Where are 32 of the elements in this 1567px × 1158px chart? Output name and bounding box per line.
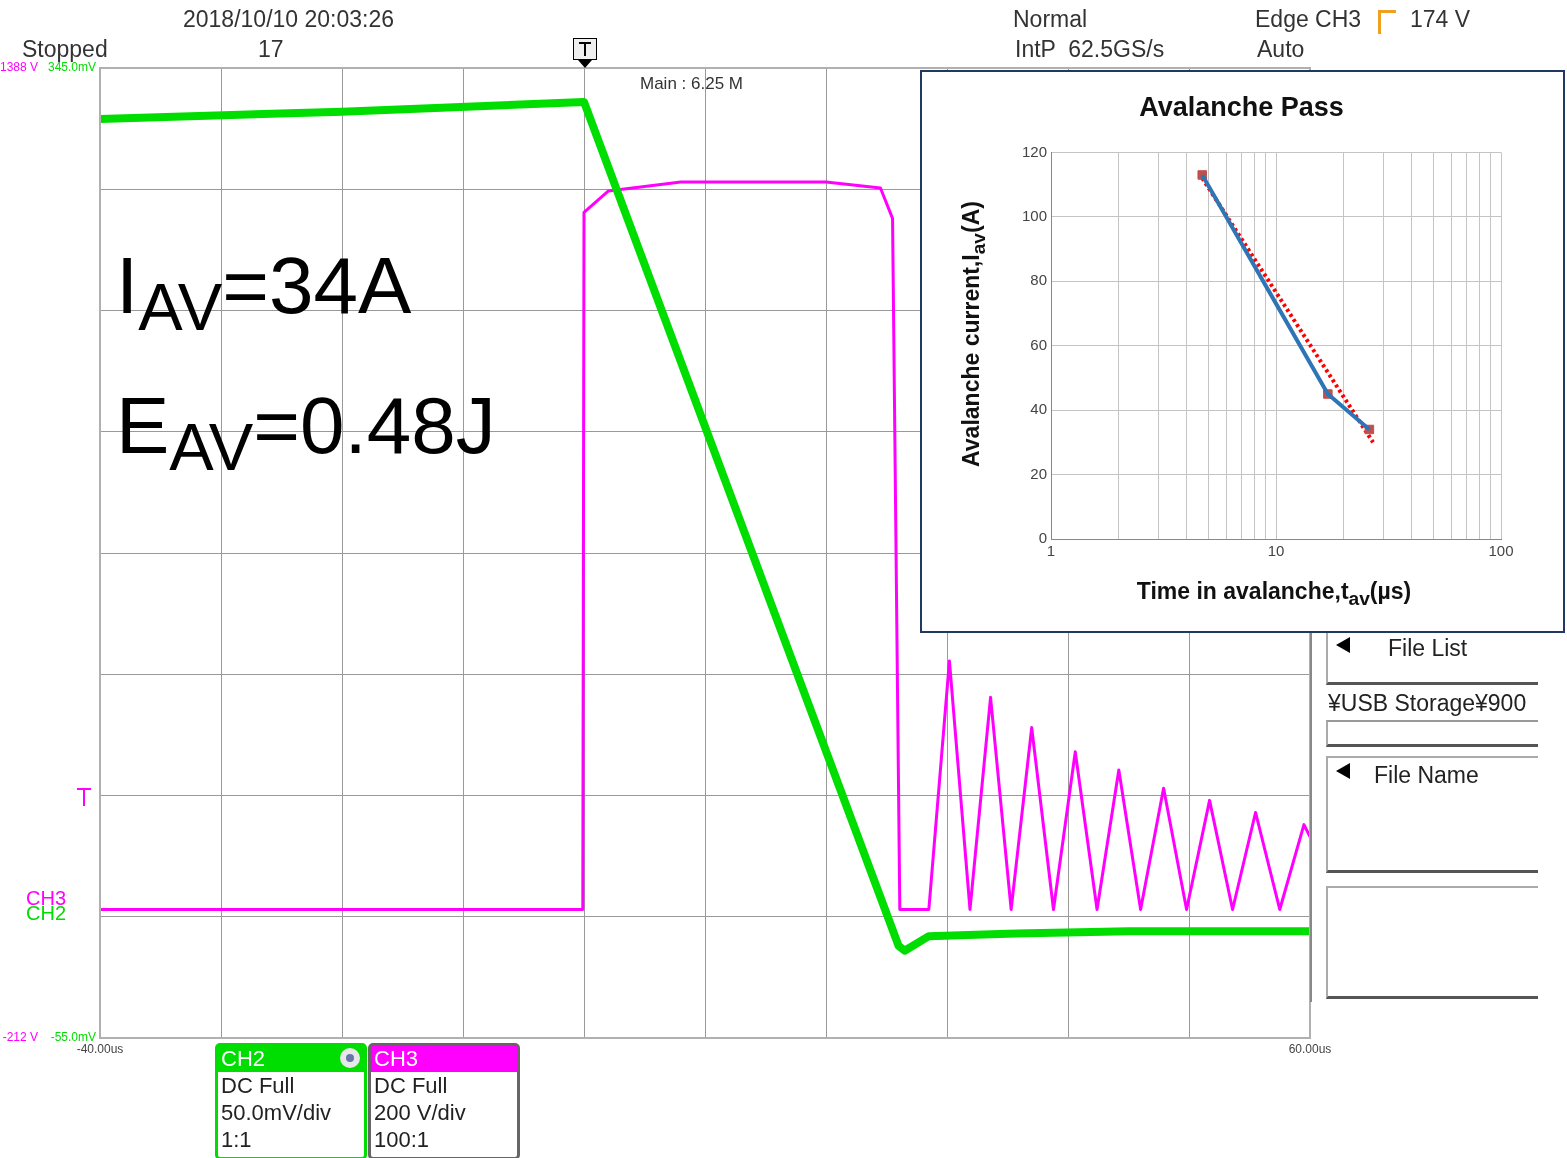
text: IntP 62.5GS/s <box>1015 36 1165 63</box>
text: DC Full 50.0mV/div 1:1 <box>220 1072 333 1153</box>
text: DC Full 200 V/div 100:1 <box>373 1072 467 1153</box>
y-tick-label: 100 <box>1021 206 1047 224</box>
annotation: I$_{AV}$=34A <box>116 240 412 345</box>
x-tick-label: 60.00us <box>1288 1041 1332 1056</box>
x-axis-title: Time in avalanche,t$_{av}$(µs) <box>1136 578 1412 610</box>
y2-tick-label: -212 V <box>2 1030 38 1045</box>
y-tick-label: 20 <box>1030 464 1047 482</box>
annotation: E$_{AV}$=0.48J <box>116 380 496 485</box>
text: Normal <box>1013 6 1088 33</box>
text: Edge CH3 <box>1255 6 1362 33</box>
x-tick-label: 1 <box>1046 542 1056 560</box>
x-tick-label: 10 <box>1267 542 1285 560</box>
x-tick-label: 100 <box>1488 542 1514 560</box>
text: 17 <box>258 36 284 63</box>
text: CH3 <box>374 1046 419 1071</box>
y2-tick-label: 1388 V <box>0 60 38 75</box>
text: 174 V <box>1410 6 1471 33</box>
text: CH2 <box>218 1046 364 1072</box>
y-tick-label: 60 <box>1030 335 1047 353</box>
y-tick-label: 80 <box>1030 271 1047 289</box>
text: Auto <box>1257 36 1305 63</box>
text: 2018/10/10 20:03:26 <box>183 6 395 33</box>
text: Stopped <box>22 36 108 63</box>
y-tick-label: 40 <box>1030 400 1047 418</box>
text: ¥USB Storage¥900 <box>1328 690 1527 717</box>
y-tick-label: 0 <box>1038 529 1047 547</box>
annotation: Main : 6.25 M <box>640 74 743 94</box>
file-name-button: File Name <box>1326 756 1538 873</box>
y-tick-label: 120 <box>1021 142 1047 160</box>
chart-title: Avalanche Pass <box>1139 91 1344 122</box>
